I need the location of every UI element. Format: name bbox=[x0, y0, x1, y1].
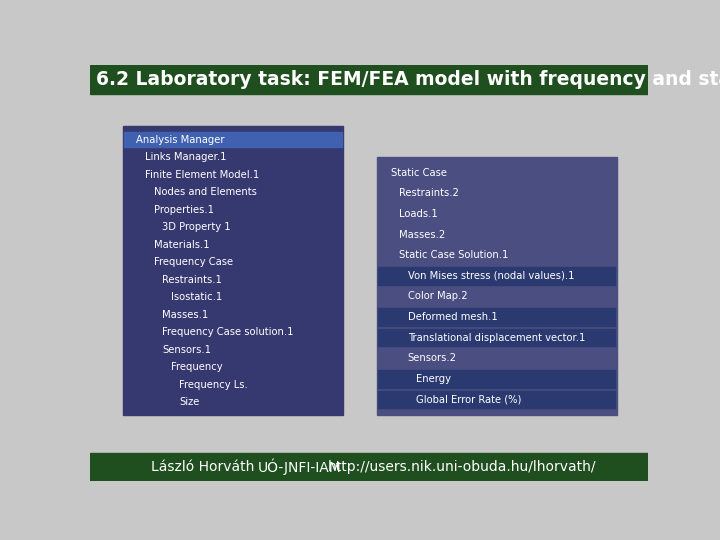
Text: Static Case Solution.1: Static Case Solution.1 bbox=[399, 250, 508, 260]
Text: Von Mises stress (nodal values).1: Von Mises stress (nodal values).1 bbox=[408, 271, 575, 281]
Bar bbox=[378, 391, 616, 408]
Bar bbox=[378, 308, 616, 326]
Text: Frequency: Frequency bbox=[171, 362, 222, 372]
Bar bbox=[90, 65, 648, 94]
Bar bbox=[378, 370, 616, 388]
Bar bbox=[122, 126, 343, 415]
Text: Restraints.1: Restraints.1 bbox=[162, 274, 222, 285]
Text: http://users.nik.uni-obuda.hu/lhorvath/: http://users.nik.uni-obuda.hu/lhorvath/ bbox=[328, 460, 596, 474]
Text: Loads.1: Loads.1 bbox=[399, 209, 438, 219]
Text: László Horváth: László Horváth bbox=[150, 460, 254, 474]
Text: Materials.1: Materials.1 bbox=[153, 240, 210, 249]
Text: Deformed mesh.1: Deformed mesh.1 bbox=[408, 312, 498, 322]
Text: Sensors.2: Sensors.2 bbox=[408, 353, 456, 363]
Text: Links Manager.1: Links Manager.1 bbox=[145, 152, 227, 162]
Text: Translational displacement vector.1: Translational displacement vector.1 bbox=[408, 333, 585, 343]
Bar bbox=[378, 267, 616, 285]
Text: Nodes and Elements: Nodes and Elements bbox=[153, 187, 256, 197]
Text: Sensors.1: Sensors.1 bbox=[162, 345, 211, 355]
Text: Size: Size bbox=[179, 397, 199, 407]
Text: Properties.1: Properties.1 bbox=[153, 205, 214, 214]
Text: Masses.1: Masses.1 bbox=[162, 309, 208, 320]
Text: Global Error Rate (%): Global Error Rate (%) bbox=[416, 395, 522, 404]
Bar bbox=[90, 453, 648, 481]
Text: Finite Element Model.1: Finite Element Model.1 bbox=[145, 170, 259, 179]
Text: Static Case: Static Case bbox=[391, 168, 446, 178]
Text: Frequency Ls.: Frequency Ls. bbox=[179, 380, 248, 389]
Text: Frequency Case: Frequency Case bbox=[153, 257, 233, 267]
Bar bbox=[378, 329, 616, 347]
Text: UÓ-JNFI-IAM: UÓ-JNFI-IAM bbox=[257, 458, 341, 475]
Text: Restraints.2: Restraints.2 bbox=[399, 188, 459, 198]
Bar bbox=[377, 157, 617, 415]
Text: Energy: Energy bbox=[416, 374, 451, 384]
Text: Analysis Manager: Analysis Manager bbox=[137, 134, 225, 145]
Text: Masses.2: Masses.2 bbox=[399, 230, 446, 240]
Bar bbox=[124, 132, 342, 147]
Text: Color Map.2: Color Map.2 bbox=[408, 292, 467, 301]
Text: 6.2 Laboratory task: FEM/FEA model with frequency and static cases: 6.2 Laboratory task: FEM/FEA model with … bbox=[96, 70, 720, 89]
Text: Frequency Case solution.1: Frequency Case solution.1 bbox=[162, 327, 294, 337]
Text: Isostatic.1: Isostatic.1 bbox=[171, 292, 222, 302]
Text: 3D Property 1: 3D Property 1 bbox=[162, 222, 230, 232]
